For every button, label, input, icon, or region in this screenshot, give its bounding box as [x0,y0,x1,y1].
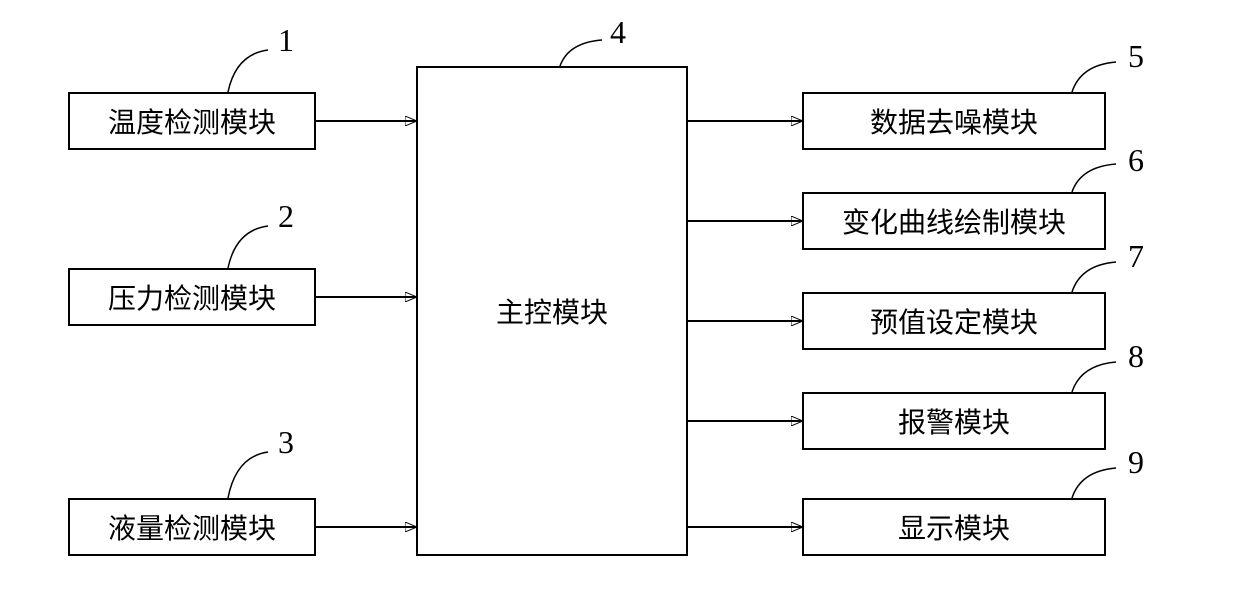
block-label: 报警模块 [898,401,1010,441]
block-n2: 压力检测模块 [68,268,316,326]
block-n6: 变化曲线绘制模块 [802,192,1106,250]
callout-number-5: 5 [1128,38,1144,75]
block-label: 变化曲线绘制模块 [842,201,1066,241]
block-diagram: 温度检测模块 1 压力检测模块 2 液量检测模块 3 主控模块 4 数据去噪模块 5 变化曲线绘制模… [0,0,1240,599]
callout-number-2: 2 [278,198,294,235]
callout-number-7: 7 [1128,238,1144,275]
block-n9: 显示模块 [802,498,1106,556]
callout-number-9: 9 [1128,444,1144,481]
block-label: 数据去噪模块 [870,101,1038,141]
block-n8: 报警模块 [802,392,1106,450]
block-label: 显示模块 [898,507,1010,547]
block-n3: 液量检测模块 [68,498,316,556]
callout-number-6: 6 [1128,142,1144,179]
block-label: 温度检测模块 [108,101,276,141]
callout-number-3: 3 [278,424,294,461]
block-n5: 数据去噪模块 [802,92,1106,150]
callout-number-1: 1 [278,22,294,59]
block-label: 压力检测模块 [108,277,276,317]
block-n4: 主控模块 [416,66,688,556]
block-label: 液量检测模块 [108,507,276,547]
block-n7: 预值设定模块 [802,292,1106,350]
callout-number-8: 8 [1128,338,1144,375]
block-label: 主控模块 [496,291,608,331]
callout-number-4: 4 [610,14,626,51]
block-label: 预值设定模块 [870,301,1038,341]
block-n1: 温度检测模块 [68,92,316,150]
